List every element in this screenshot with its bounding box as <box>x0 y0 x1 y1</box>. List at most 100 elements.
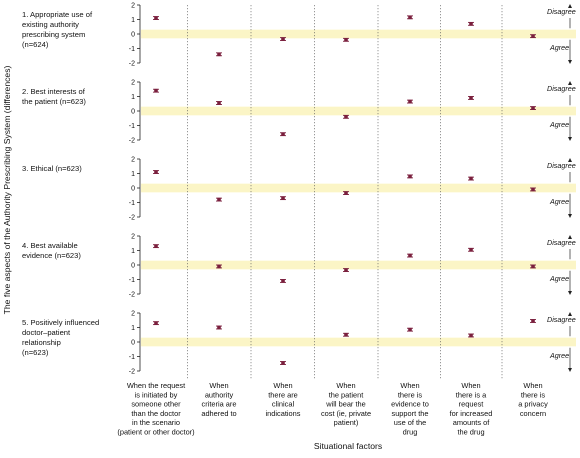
y-tick-label: -1 <box>129 354 135 361</box>
y-tick-label: -2 <box>129 215 135 222</box>
category-label-line: than the doctor <box>131 409 181 418</box>
disagree-label: Disagree <box>547 315 576 324</box>
reference-band <box>141 29 576 39</box>
category-label-line: When <box>523 381 542 390</box>
data-point <box>531 319 535 323</box>
data-point <box>344 191 348 195</box>
category-label-line: patient) <box>334 418 359 427</box>
panel-label-line: the patient (n=623) <box>22 97 86 106</box>
category-label-line: will bear the <box>325 400 365 409</box>
category-label-line: When <box>336 381 355 390</box>
data-point <box>154 16 158 20</box>
data-point <box>281 37 285 41</box>
disagree-arrow-head <box>568 158 572 162</box>
y-tick-label: 2 <box>131 234 135 241</box>
data-point <box>154 244 158 248</box>
y-tick-label: 0 <box>131 109 135 116</box>
panel-label-line: 3. Ethical (n=623) <box>22 164 82 173</box>
category-label-line: adhered to <box>201 409 236 418</box>
category-label-line: evidence to <box>391 400 429 409</box>
disagree-label: Disagree <box>547 84 576 93</box>
y-tick-label: -2 <box>129 292 135 299</box>
panel-label-line: 1. Appropriate use of <box>22 10 93 19</box>
data-point <box>469 22 473 26</box>
category-label-line: indications <box>266 409 301 418</box>
category-label-line: request <box>459 400 484 409</box>
category-label-line: When <box>273 381 292 390</box>
y-tick-label: 1 <box>131 94 135 101</box>
data-point <box>408 15 412 20</box>
category-label-line: there is a <box>456 390 487 399</box>
y-tick-label: -2 <box>129 61 135 68</box>
y-tick-label: 2 <box>131 80 135 87</box>
category-label-line: authority <box>205 390 234 399</box>
reference-band <box>141 106 576 116</box>
data-point <box>281 279 285 283</box>
data-point <box>217 325 221 330</box>
data-point <box>281 132 285 136</box>
category-label-line: for increased <box>450 409 493 418</box>
disagree-arrow-head <box>568 235 572 239</box>
y-tick-label: 2 <box>131 3 135 10</box>
panel-label-line: relationship <box>22 338 61 347</box>
y-tick-label: -1 <box>129 46 135 53</box>
panel-label-line: (n=624) <box>22 40 49 49</box>
y-tick-label: 1 <box>131 248 135 255</box>
data-point <box>531 106 535 110</box>
data-point <box>408 174 412 179</box>
category-label-line: cost (ie, private <box>321 409 371 418</box>
data-point <box>469 333 473 338</box>
reference-band <box>141 183 576 193</box>
panel-5: 2 1 0 -1 -2 5. Positively influenceddoctor–pa… <box>22 311 576 376</box>
category-label-line: concern <box>520 409 546 418</box>
y-tick-label: 0 <box>131 186 135 193</box>
agree-arrow-head <box>568 60 572 64</box>
category-label-line: When <box>461 381 480 390</box>
category-label-line: in the scenario <box>132 418 180 427</box>
data-point <box>217 52 221 57</box>
category-label-line: a privacy <box>518 400 548 409</box>
agree-label: Agree <box>549 274 569 283</box>
data-point <box>217 101 221 105</box>
y-tick-label: 0 <box>131 263 135 270</box>
data-point <box>469 176 473 181</box>
panel-label-line: prescribing system <box>22 30 85 39</box>
category-label-line: there is <box>398 390 423 399</box>
panel-label-line: existing authority <box>22 20 79 29</box>
agree-arrow-head <box>568 291 572 295</box>
data-point <box>344 38 348 42</box>
agree-label: Agree <box>549 120 569 129</box>
category-label-line: use of the <box>394 418 426 427</box>
disagree-arrow-head <box>568 312 572 316</box>
y-tick-label: 1 <box>131 325 135 332</box>
y-tick-label: 0 <box>131 32 135 39</box>
category-label-line: criteria are <box>202 400 237 409</box>
panel-label-line: 2. Best interests of <box>22 87 86 96</box>
agree-label: Agree <box>549 197 569 206</box>
disagree-label: Disagree <box>547 7 576 16</box>
panel-label-line: 4. Best available <box>22 241 78 250</box>
y-tick-label: 1 <box>131 171 135 178</box>
data-point <box>531 34 535 38</box>
y-tick-label: -2 <box>129 369 135 376</box>
data-point <box>154 88 158 93</box>
data-point <box>281 361 285 365</box>
category-label-line: someone other <box>131 400 181 409</box>
data-point <box>344 332 348 337</box>
data-point <box>217 264 221 269</box>
data-point <box>154 321 158 325</box>
data-point <box>469 247 473 252</box>
category-label-line: there are <box>268 390 298 399</box>
category-label-line: When <box>400 381 419 390</box>
y-tick-label: -1 <box>129 200 135 207</box>
data-point <box>344 268 348 272</box>
agree-label: Agree <box>549 43 569 52</box>
category-label-line: When <box>209 381 228 390</box>
agree-arrow-head <box>568 137 572 141</box>
panel-label-line: 5. Positively influenced <box>22 318 99 327</box>
agree-arrow-head <box>568 368 572 372</box>
reference-band <box>141 337 576 347</box>
